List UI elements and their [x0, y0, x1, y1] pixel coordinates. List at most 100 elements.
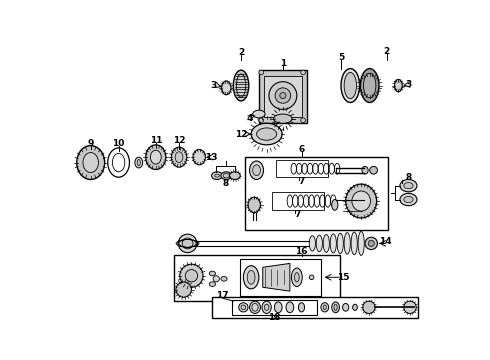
Ellipse shape — [146, 145, 166, 170]
Text: 3: 3 — [405, 80, 412, 89]
Ellipse shape — [135, 157, 143, 168]
Circle shape — [239, 303, 248, 312]
Ellipse shape — [112, 153, 125, 172]
Ellipse shape — [358, 231, 364, 255]
Ellipse shape — [309, 236, 316, 251]
Ellipse shape — [175, 152, 183, 163]
Text: 17: 17 — [216, 291, 229, 300]
Circle shape — [309, 275, 314, 280]
Bar — [232, 300, 317, 315]
Ellipse shape — [292, 268, 302, 287]
Polygon shape — [263, 264, 290, 291]
Ellipse shape — [229, 172, 240, 180]
Ellipse shape — [404, 183, 413, 189]
Text: 7: 7 — [294, 210, 301, 219]
Text: 12: 12 — [235, 130, 247, 139]
Ellipse shape — [323, 234, 329, 252]
Ellipse shape — [233, 70, 249, 101]
Bar — [245, 157, 388, 230]
Circle shape — [301, 118, 305, 122]
Circle shape — [280, 93, 286, 99]
Ellipse shape — [251, 123, 282, 145]
Circle shape — [259, 118, 264, 122]
Ellipse shape — [172, 147, 187, 167]
Text: 2: 2 — [238, 48, 244, 57]
Ellipse shape — [264, 304, 269, 310]
Text: 11: 11 — [149, 136, 162, 145]
Ellipse shape — [353, 304, 357, 310]
Ellipse shape — [394, 80, 402, 92]
Text: 5: 5 — [338, 53, 344, 62]
Ellipse shape — [337, 233, 343, 253]
Ellipse shape — [332, 199, 338, 210]
Ellipse shape — [344, 72, 357, 99]
Ellipse shape — [332, 302, 340, 313]
Ellipse shape — [257, 128, 277, 140]
Bar — [276, 160, 328, 177]
Ellipse shape — [221, 81, 231, 95]
Circle shape — [269, 82, 297, 109]
Bar — [272, 192, 324, 210]
Ellipse shape — [150, 150, 161, 164]
Ellipse shape — [77, 145, 105, 180]
Ellipse shape — [221, 172, 232, 180]
Ellipse shape — [209, 271, 216, 276]
Ellipse shape — [352, 191, 370, 211]
Text: 6: 6 — [298, 145, 305, 154]
Ellipse shape — [212, 172, 222, 180]
Ellipse shape — [248, 197, 260, 213]
Ellipse shape — [316, 235, 322, 252]
Ellipse shape — [193, 149, 205, 165]
Ellipse shape — [334, 304, 337, 310]
Ellipse shape — [345, 184, 377, 218]
Ellipse shape — [364, 73, 376, 98]
Circle shape — [182, 238, 193, 249]
Ellipse shape — [108, 148, 129, 177]
Circle shape — [275, 88, 291, 103]
Text: 7: 7 — [298, 177, 305, 186]
Ellipse shape — [351, 232, 357, 255]
Ellipse shape — [321, 303, 329, 312]
Text: 16: 16 — [295, 247, 308, 256]
Bar — [259, 70, 307, 122]
Text: 15: 15 — [337, 273, 349, 282]
Text: 3: 3 — [210, 81, 216, 90]
Ellipse shape — [221, 276, 227, 281]
Text: 2: 2 — [384, 47, 390, 56]
Ellipse shape — [294, 273, 299, 282]
Text: 18: 18 — [268, 313, 281, 322]
Circle shape — [185, 270, 197, 282]
Ellipse shape — [400, 193, 417, 206]
Text: 1: 1 — [280, 59, 286, 68]
Text: 8: 8 — [405, 174, 412, 183]
Ellipse shape — [215, 174, 220, 177]
Circle shape — [301, 70, 305, 75]
Ellipse shape — [253, 165, 260, 176]
Ellipse shape — [404, 197, 413, 203]
Text: 14: 14 — [379, 237, 392, 246]
Ellipse shape — [286, 302, 294, 313]
Ellipse shape — [274, 302, 282, 313]
Circle shape — [176, 282, 192, 297]
Circle shape — [259, 70, 264, 75]
Text: 10: 10 — [112, 139, 125, 148]
Ellipse shape — [362, 166, 368, 174]
Ellipse shape — [363, 301, 375, 314]
Ellipse shape — [262, 301, 271, 314]
Circle shape — [404, 301, 416, 314]
Ellipse shape — [253, 110, 265, 118]
Ellipse shape — [273, 114, 292, 123]
Circle shape — [365, 237, 377, 249]
Text: 13: 13 — [205, 153, 218, 162]
Text: 9: 9 — [88, 139, 94, 148]
Ellipse shape — [209, 282, 216, 287]
Ellipse shape — [298, 303, 305, 312]
Ellipse shape — [137, 159, 140, 166]
Ellipse shape — [341, 69, 360, 103]
Ellipse shape — [249, 301, 260, 314]
Ellipse shape — [344, 233, 350, 254]
Ellipse shape — [330, 234, 336, 253]
Bar — [240, 259, 321, 296]
Text: 12: 12 — [173, 136, 185, 145]
Circle shape — [369, 166, 377, 174]
